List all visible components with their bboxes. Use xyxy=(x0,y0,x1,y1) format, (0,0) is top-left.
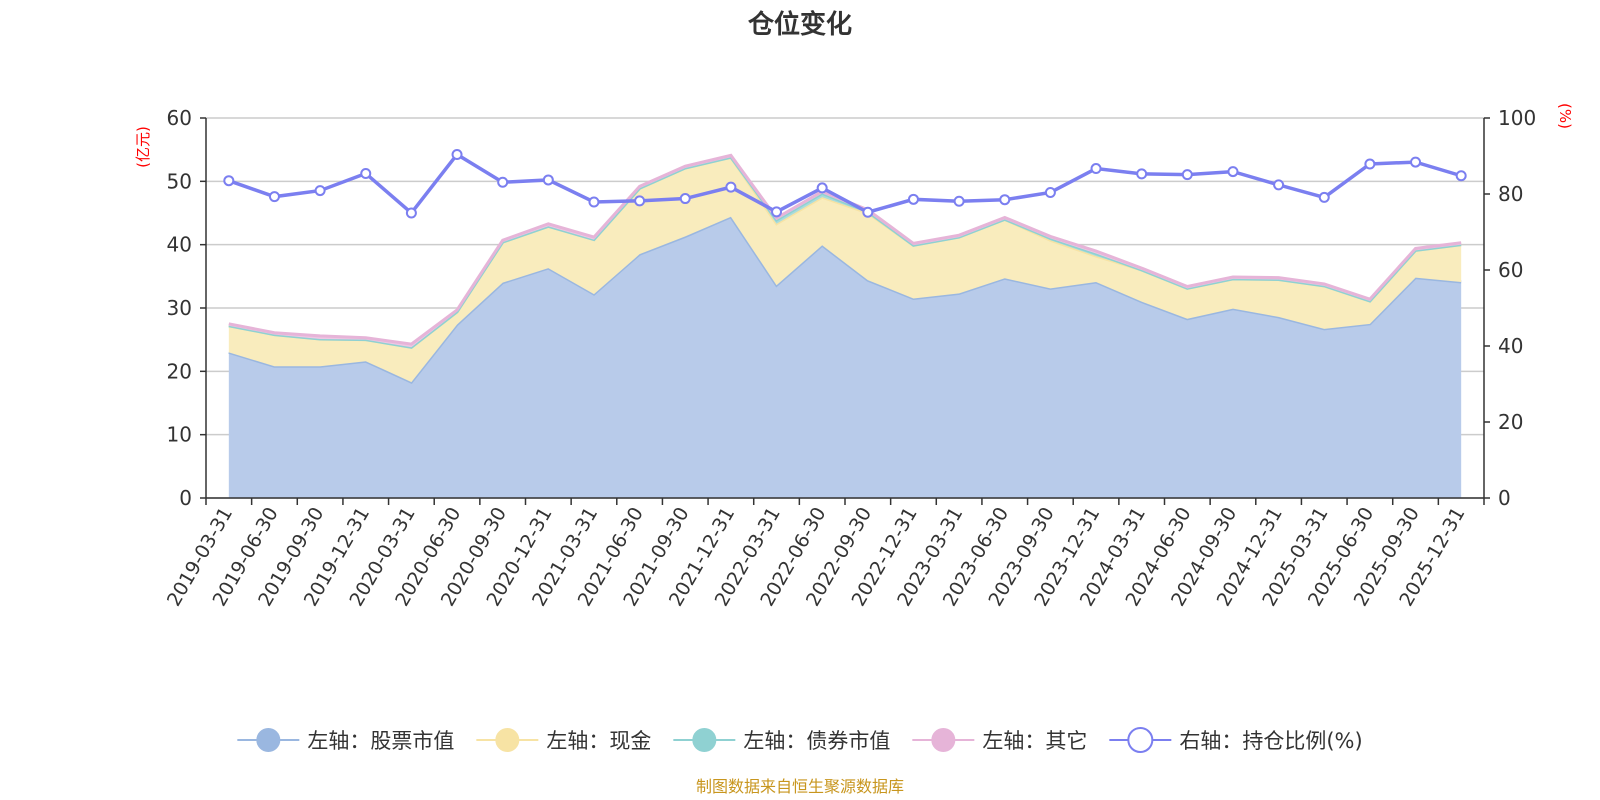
ratio-point xyxy=(1273,179,1285,191)
right-axis-unit: (%) xyxy=(1556,103,1574,129)
left-axis-label: 0 xyxy=(179,486,192,510)
ratio-point xyxy=(542,174,554,186)
legend-label: 左轴：其它 xyxy=(982,729,1087,753)
right-axis-label: 60 xyxy=(1498,258,1523,282)
ratio-point xyxy=(223,175,235,187)
left-axis-label: 60 xyxy=(167,106,192,130)
legend-label: 右轴：持仓比例(%) xyxy=(1179,729,1362,753)
left-axis-label: 10 xyxy=(167,423,192,447)
ratio-point xyxy=(1455,170,1467,182)
ratio-point xyxy=(1227,166,1239,178)
ratio-point xyxy=(314,185,326,197)
ratio-point xyxy=(1318,191,1330,203)
left-axis-label: 30 xyxy=(167,296,192,320)
legend-label: 左轴：债券市值 xyxy=(743,729,890,753)
right-axis-label: 40 xyxy=(1498,334,1523,358)
right-axis-label: 100 xyxy=(1498,106,1536,130)
legend: 左轴：股票市值 左轴：现金 左轴：债券市值 左轴：其它 右轴：持仓比例(%) xyxy=(237,727,1363,753)
ratio-point xyxy=(679,193,691,205)
legend-marker xyxy=(495,728,520,752)
ratio-point xyxy=(268,191,280,203)
ratio-point xyxy=(497,176,509,188)
ratio-point xyxy=(1090,163,1102,175)
ratio-point xyxy=(999,194,1011,206)
source-note: 制图数据来自恒生聚源数据库 xyxy=(696,777,904,796)
legend-marker xyxy=(1127,727,1154,753)
area-series-0 xyxy=(228,216,1462,499)
series-lines xyxy=(223,148,1467,219)
ratio-point xyxy=(725,181,737,193)
legend-label: 左轴：现金 xyxy=(546,729,651,753)
legend-marker xyxy=(931,728,956,752)
right-axis-label: 0 xyxy=(1498,486,1511,510)
ratio-point xyxy=(360,167,372,179)
legend-marker xyxy=(256,728,281,752)
ratio-point xyxy=(1410,156,1422,168)
ratio-point xyxy=(953,195,965,207)
stacked-areas xyxy=(228,153,1462,499)
chart-title: 仓位变化 xyxy=(747,9,852,40)
ratio-point xyxy=(1364,158,1376,170)
left-axis-label: 40 xyxy=(167,233,192,257)
ratio-line xyxy=(228,152,1462,216)
ratio-point xyxy=(907,193,919,205)
ratio-point xyxy=(405,207,417,219)
legend-label: 左轴：股票市值 xyxy=(307,729,454,753)
right-axis-label: 80 xyxy=(1498,182,1523,206)
ratio-point xyxy=(588,196,600,208)
ratio-point xyxy=(1136,168,1148,180)
area-series-1 xyxy=(228,157,1462,383)
ratio-point xyxy=(771,206,783,218)
ratio-point xyxy=(634,195,646,207)
legend-marker xyxy=(692,728,717,752)
ratio-point xyxy=(862,206,874,218)
ratio-point xyxy=(1181,169,1193,181)
ratio-point xyxy=(451,148,463,160)
ratio-point xyxy=(816,182,828,194)
left-axis-label: 20 xyxy=(167,359,192,383)
right-axis-label: 20 xyxy=(1498,410,1523,434)
left-axis-label: 50 xyxy=(167,169,192,193)
left-axis-unit: (亿元) xyxy=(134,126,152,168)
ratio-point xyxy=(1044,186,1056,198)
